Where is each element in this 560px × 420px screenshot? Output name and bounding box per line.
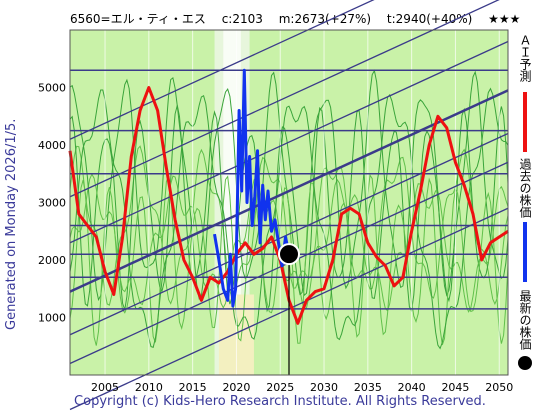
y-tick-label: 1000 xyxy=(38,312,66,325)
x-tick-label: 2035 xyxy=(354,381,382,394)
legend-past-label: 過去の株価 xyxy=(518,158,532,218)
legend-latest-label: 最新の株価 xyxy=(518,290,532,350)
x-tick-label: 2015 xyxy=(179,381,207,394)
x-tick-label: 2030 xyxy=(310,381,338,394)
generated-date-label: Generated on Monday 2026/1/5. xyxy=(4,118,19,330)
background-wave-line xyxy=(69,173,509,346)
current-price: c:2103 xyxy=(221,12,263,26)
trend-line xyxy=(69,40,509,244)
y-tick-label: 3000 xyxy=(38,197,66,210)
chart-axes: 2005 2010 2015 2020 2025 2030 2035 2040 2045 2050… xyxy=(38,82,513,395)
target-price: t:2940(+40%) xyxy=(386,12,473,26)
x-tick-label: 2045 xyxy=(441,381,469,394)
past-price-line xyxy=(213,68,291,308)
mean-price: m:2673(+27%) xyxy=(278,12,372,26)
x-tick-label: 2020 xyxy=(222,381,250,394)
legend-latest-dot xyxy=(518,356,532,370)
latest-price-marker xyxy=(278,243,300,266)
stock-code-name: 6560=エル・ティ・エス xyxy=(70,12,206,26)
plot-frame xyxy=(69,29,509,376)
chart-header: 6560=エル・ティ・エス c:2103 m:2673(+27%) t:2940… xyxy=(70,10,532,27)
legend-past-swatch xyxy=(523,222,527,282)
trend-line xyxy=(69,0,500,198)
trend-line xyxy=(69,132,509,336)
y-tick-label: 5000 xyxy=(38,82,66,95)
x-tick-label: 2050 xyxy=(485,381,513,394)
legend-ai-swatch xyxy=(523,92,527,152)
copyright-notice: Copyright (c) Kids-Hero Research Institu… xyxy=(74,394,486,409)
x-tick-label: 2005 xyxy=(91,381,119,394)
legend-ai-label: ＡＩ予測 xyxy=(518,34,532,82)
rating-stars: ★★★ xyxy=(488,12,521,26)
latest-marker-layer xyxy=(278,243,300,375)
x-tick-label: 2010 xyxy=(135,381,163,394)
x-tick-label: 2025 xyxy=(266,381,294,394)
x-tick-label: 2040 xyxy=(398,381,426,394)
y-tick-label: 2000 xyxy=(38,254,66,267)
y-tick-label: 4000 xyxy=(38,139,66,152)
background-wave-line xyxy=(69,87,509,350)
